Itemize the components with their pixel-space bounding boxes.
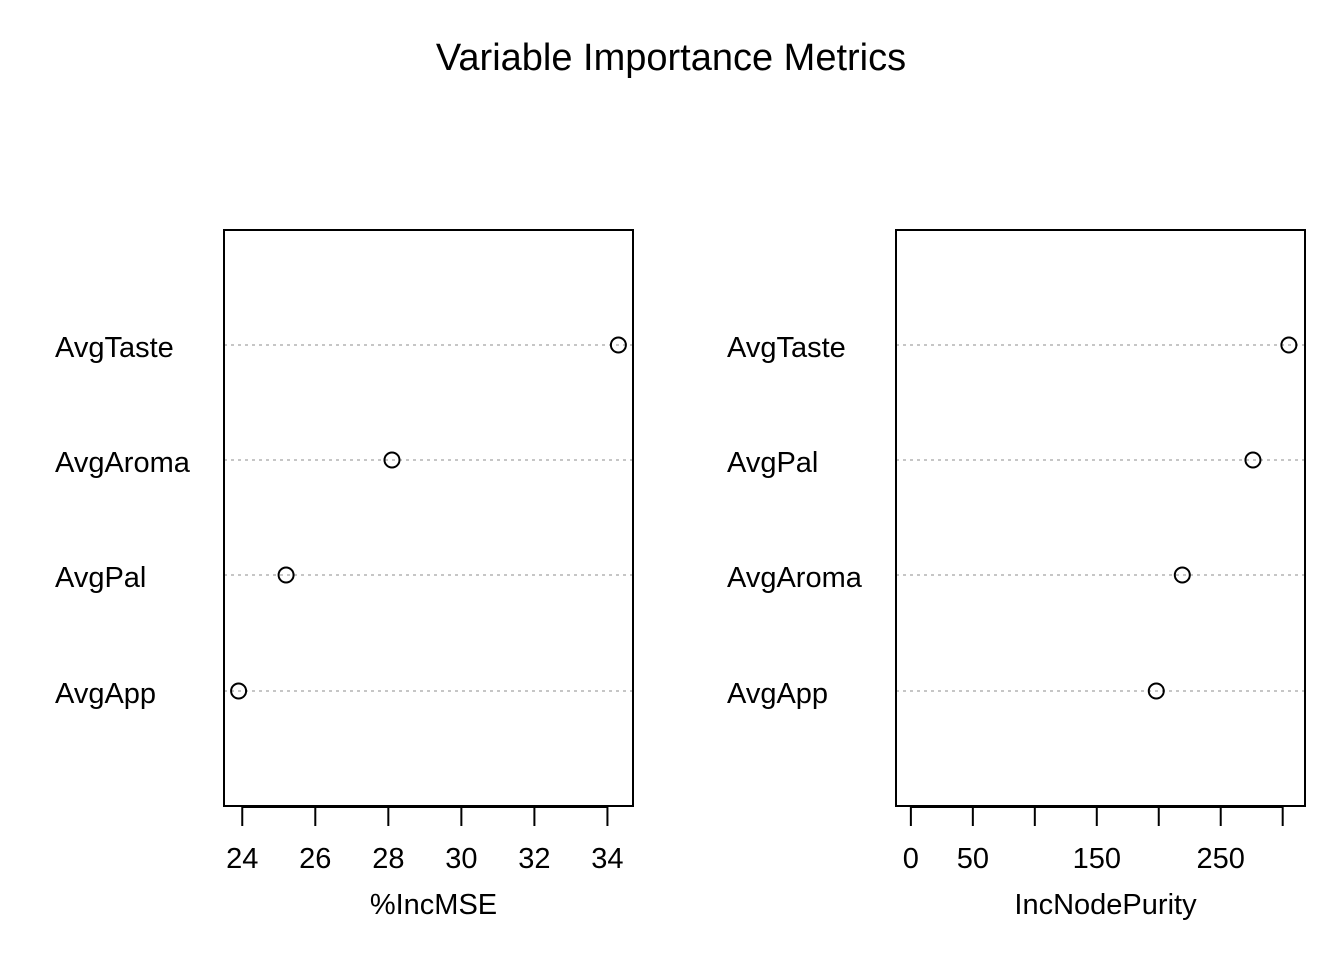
data-point — [1244, 451, 1262, 469]
data-point — [1147, 682, 1165, 700]
x-axis-label: %IncMSE — [370, 889, 497, 921]
data-point — [1280, 336, 1298, 354]
category-label: AvgAroma — [727, 562, 863, 594]
x-tick-label: 32 — [518, 843, 550, 875]
chart-title: Variable Importance Metrics — [436, 37, 906, 79]
data-point — [1173, 566, 1191, 584]
category-label: AvgApp — [55, 678, 156, 710]
category-label: AvgPal — [55, 562, 146, 594]
category-label: AvgTaste — [55, 332, 174, 364]
data-point — [609, 336, 627, 354]
data-point — [277, 566, 295, 584]
x-tick-label: 150 — [1073, 843, 1121, 875]
x-axis-label: IncNodePurity — [1014, 889, 1197, 921]
x-tick-label: 24 — [226, 843, 258, 875]
x-tick-label: 34 — [591, 843, 623, 875]
plot-frame — [223, 229, 634, 807]
data-point — [230, 682, 248, 700]
category-label: AvgAroma — [55, 447, 191, 479]
category-label: AvgTaste — [727, 332, 846, 364]
dotchart-panel-1: AvgTaste AvgAroma AvgPal AvgApp 24 26 28 30 32 34… — [55, 229, 634, 921]
category-label: AvgApp — [727, 678, 828, 710]
x-tick-label: 26 — [299, 843, 331, 875]
x-tick-label: 28 — [372, 843, 404, 875]
plot-frame — [895, 229, 1306, 807]
x-tick-label: 0 — [903, 843, 919, 875]
x-tick-label: 250 — [1197, 843, 1245, 875]
x-tick-label: 30 — [445, 843, 477, 875]
category-label: AvgPal — [727, 447, 818, 479]
x-tick-label: 50 — [957, 843, 989, 875]
dotchart-panel-2: AvgTaste AvgPal AvgAroma AvgApp 0 50 150 250Inc… — [727, 229, 1306, 921]
data-point — [383, 451, 401, 469]
